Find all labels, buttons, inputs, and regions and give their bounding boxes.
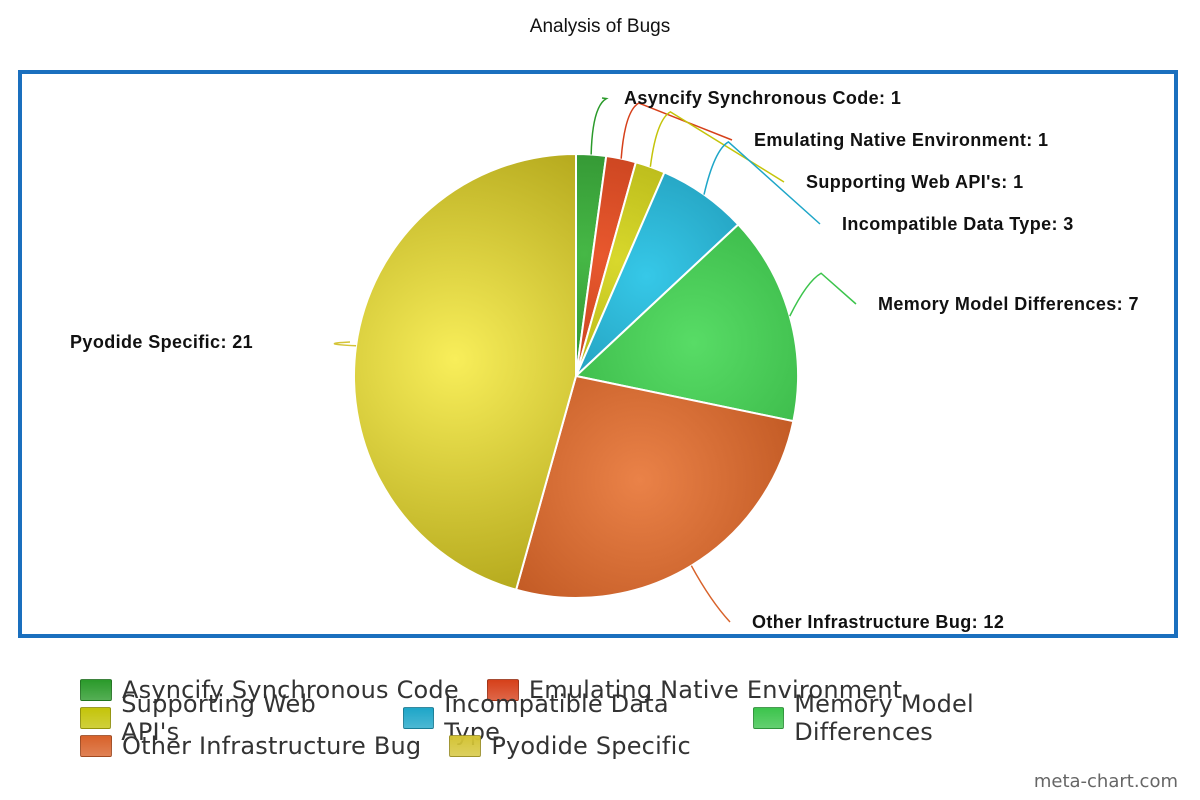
- legend-item-memory-model-differences[interactable]: Memory Model Differences: [752, 690, 1112, 746]
- slice-label-supporting-web-api-s: Supporting Web API's: 1: [806, 172, 1023, 192]
- chart-title: Analysis of Bugs: [529, 16, 671, 37]
- legend-label: Asyncify Synchronous Code: [122, 676, 459, 704]
- legend-label: Emulating Native Environment: [528, 676, 903, 704]
- slice-label-emulating-native-environment: Emulating Native Environment: 1: [754, 130, 1048, 150]
- plot-area-frame: [18, 70, 1178, 638]
- watermark: meta-chart.com: [1033, 771, 1178, 792]
- leader-line-emulating-native-environment: [620, 102, 733, 159]
- leader-line-incompatible-data-type: [703, 141, 821, 225]
- slice-label-other-infrastructure-bug: Other Infrastructure Bug: 12: [752, 612, 1004, 632]
- legend-item-supporting-web-api-s[interactable]: Supporting Web API's: [80, 690, 375, 746]
- legend-item-emulating-native-environment[interactable]: Emulating Native Environment: [486, 676, 903, 704]
- leader-line-memory-model-differences: [789, 272, 857, 317]
- leader-line-supporting-web-api-s: [649, 110, 785, 183]
- leader-lines: [333, 97, 857, 623]
- slice-label-asyncify-synchronous-code: Asyncify Synchronous Code: 1: [624, 88, 901, 108]
- legend-item-pyodide-specific[interactable]: Pyodide Specific: [449, 732, 691, 760]
- legend: Asyncify Synchronous Code Emulating Nativ…: [80, 676, 1140, 760]
- slice-label-memory-model-differences: Memory Model Differences: 7: [878, 294, 1139, 314]
- legend-item-asyncify-synchronous-code[interactable]: Asyncify Synchronous Code: [80, 676, 459, 704]
- legend-swatch: [449, 735, 482, 757]
- leader-line-pyodide-specific: [333, 341, 357, 347]
- leader-line-other-infrastructure-bug: [690, 565, 731, 623]
- legend-swatch: [80, 735, 112, 757]
- legend-label: Memory Model Differences: [794, 690, 974, 746]
- pie-slices: [353, 152, 799, 600]
- legend-swatch: [403, 707, 435, 729]
- legend-label: Supporting Web API's: [121, 690, 316, 746]
- slice-labels: Asyncify Synchronous Code: 1 Emulating Na…: [70, 88, 1139, 632]
- slice-label-pyodide-specific: Pyodide Specific: 21: [70, 332, 253, 352]
- legend-label: Pyodide Specific: [491, 732, 691, 760]
- legend-swatch: [752, 707, 785, 729]
- legend-swatch: [80, 679, 112, 701]
- slice-label-incompatible-data-type: Incompatible Data Type: 3: [842, 214, 1074, 234]
- legend-item-other-infrastructure-bug[interactable]: Other Infrastructure Bug: [80, 732, 421, 760]
- legend-row: Other Infrastructure Bug Pyodide Specific: [80, 732, 1140, 760]
- legend-label: Other Infrastructure Bug: [122, 732, 422, 760]
- legend-swatch: [80, 707, 112, 729]
- legend-row: Supporting Web API's Incompatible Data Ty…: [80, 690, 1140, 746]
- legend-row: Asyncify Synchronous Code Emulating Nativ…: [80, 676, 1140, 704]
- leader-line-asyncify-synchronous-code: [590, 97, 609, 155]
- legend-swatch: [486, 679, 519, 701]
- legend-item-incompatible-data-type[interactable]: Incompatible Data Type: [403, 690, 725, 746]
